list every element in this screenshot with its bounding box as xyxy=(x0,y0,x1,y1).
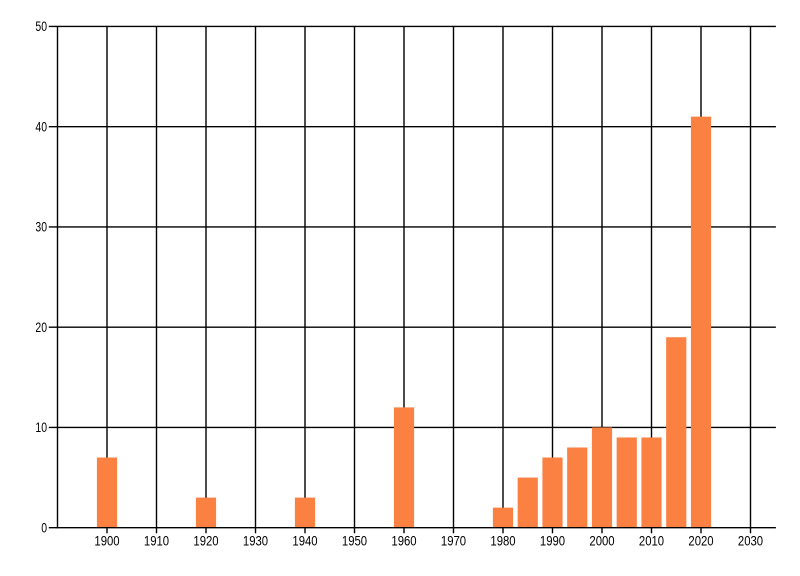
svg-text:50: 50 xyxy=(35,19,47,34)
svg-text:1950: 1950 xyxy=(342,533,367,548)
svg-text:1910: 1910 xyxy=(144,533,169,548)
svg-text:40: 40 xyxy=(35,119,47,134)
svg-text:0: 0 xyxy=(41,521,47,536)
svg-text:10: 10 xyxy=(35,420,47,435)
svg-text:1970: 1970 xyxy=(441,533,466,548)
svg-text:20: 20 xyxy=(35,320,47,335)
svg-text:1920: 1920 xyxy=(193,533,218,548)
svg-text:1900: 1900 xyxy=(94,533,119,548)
svg-text:2020: 2020 xyxy=(688,533,713,548)
svg-text:2000: 2000 xyxy=(589,533,614,548)
svg-text:1990: 1990 xyxy=(540,533,565,548)
svg-text:2010: 2010 xyxy=(639,533,664,548)
svg-text:1980: 1980 xyxy=(490,533,515,548)
svg-text:2030: 2030 xyxy=(738,533,763,548)
svg-text:1960: 1960 xyxy=(391,533,416,548)
svg-text:1940: 1940 xyxy=(292,533,317,548)
svg-text:30: 30 xyxy=(35,220,47,235)
svg-text:1930: 1930 xyxy=(243,533,268,548)
